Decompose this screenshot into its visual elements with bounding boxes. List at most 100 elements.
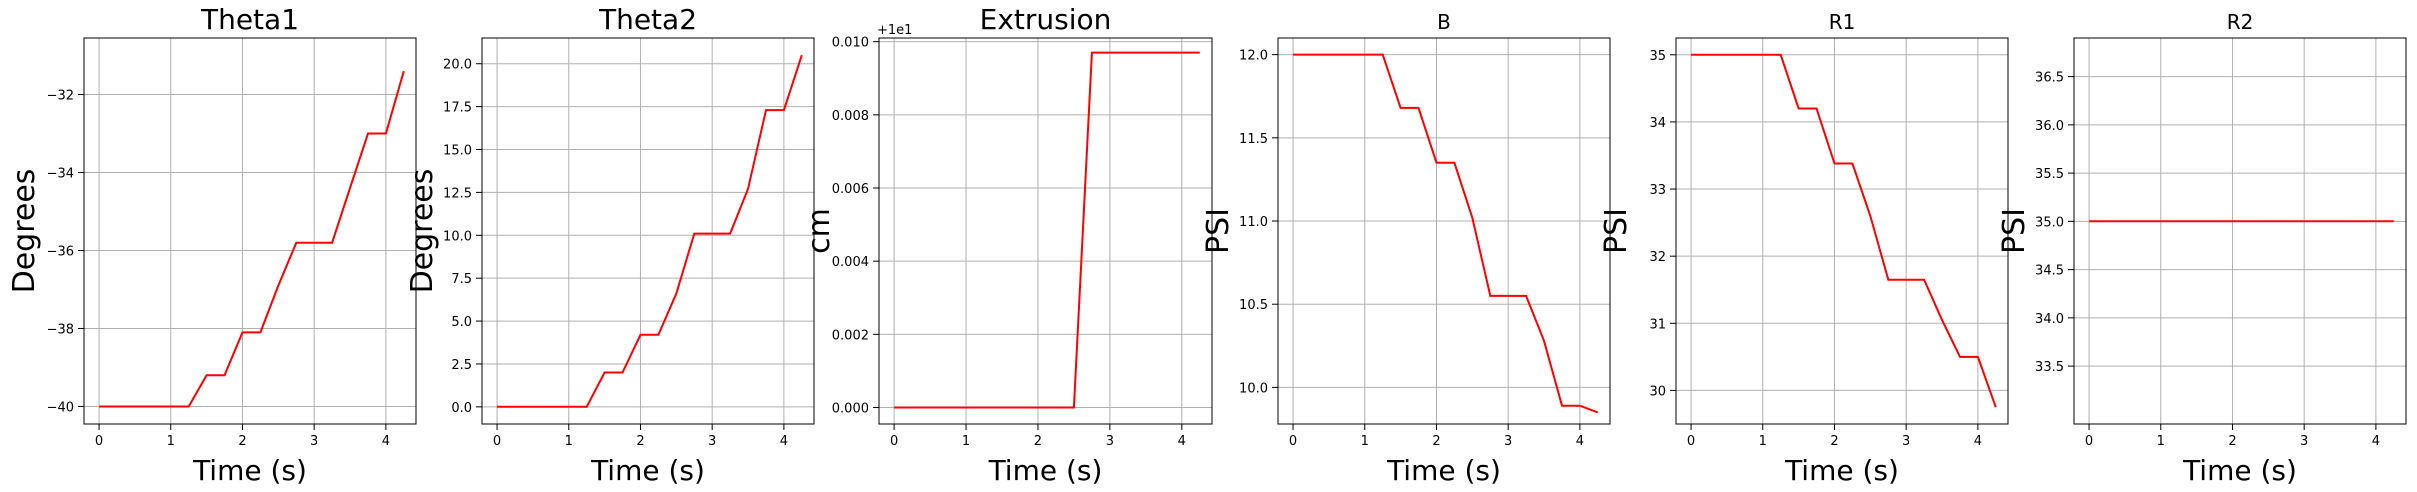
y-tick-label: −38 — [47, 322, 74, 337]
x-tick-label: 0 — [1289, 434, 1297, 449]
x-tick-label: 1 — [565, 434, 573, 449]
x-axis-label: Time (s) — [1386, 454, 1501, 487]
chart-title: R2 — [2227, 10, 2254, 34]
y-tick-label: 12.0 — [1239, 49, 1268, 64]
y-tick-label: 31 — [1649, 317, 1666, 332]
y-axis-label: cm — [802, 208, 837, 254]
x-tick-label: 3 — [1504, 434, 1512, 449]
x-axis-label: Time (s) — [1784, 454, 1899, 487]
y-tick-label: 10.0 — [443, 229, 472, 244]
chart-2: 0 1 2 3 4 0.0 2.5 5.0 7.5 10.0 12.5 15.0 17.5 20.0 The… — [405, 3, 815, 487]
x-tick-label: 1 — [1759, 434, 1767, 449]
y-tick-label: −34 — [47, 167, 74, 182]
y-axis-label: PSI — [1201, 208, 1236, 254]
y-tick-label: 10.5 — [1239, 298, 1268, 313]
chart-title: R1 — [1829, 10, 1856, 34]
y-tick-label: 32 — [1649, 250, 1666, 265]
y-tick-label: 2.5 — [451, 358, 472, 373]
y-tick-label: 34.0 — [2035, 312, 2064, 327]
chart-title: Theta2 — [598, 3, 697, 36]
x-axis-label: Time (s) — [2182, 454, 2297, 487]
x-tick-label: 2 — [238, 434, 246, 449]
x-tick-label: 2 — [1034, 434, 1042, 449]
axes-frame — [878, 37, 1213, 425]
x-tick-label: 3 — [2300, 434, 2308, 449]
axes-frame — [1277, 37, 1611, 425]
series-line — [1293, 53, 1599, 414]
y-tick-label: −32 — [47, 89, 74, 104]
x-tick-label: 1 — [167, 434, 175, 449]
y-tick-label: 34.5 — [2035, 264, 2064, 279]
y-tick-label: 10.0 — [1239, 381, 1268, 396]
y-tick-label: 0.010 — [832, 36, 869, 51]
x-tick-label: 0 — [890, 434, 898, 449]
axes-frame — [83, 37, 417, 425]
chart-title: B — [1437, 10, 1451, 34]
x-tick-label: 3 — [310, 434, 318, 449]
y-tick-label: 36.0 — [2035, 119, 2064, 134]
x-tick-label: 3 — [1902, 434, 1910, 449]
x-tick-label: 2 — [636, 434, 644, 449]
y-tick-label: 36.5 — [2035, 71, 2064, 86]
y-tick-label: 11.0 — [1239, 215, 1268, 230]
x-axis-label: Time (s) — [590, 454, 705, 487]
x-tick-label: 3 — [1106, 434, 1114, 449]
chart-1: 0 1 2 3 4 −40 −38 −36 −34 −32 Theta1 Time (s) Degree… — [7, 3, 417, 487]
x-tick-label: 0 — [1687, 434, 1695, 449]
y-tick-label: 30 — [1649, 384, 1666, 399]
x-tick-label: 1 — [962, 434, 970, 449]
x-tick-label: 1 — [1361, 434, 1369, 449]
y-tick-label: 34 — [1649, 116, 1666, 131]
y-axis-label: PSI — [1599, 208, 1634, 254]
y-tick-label: 20.0 — [443, 58, 472, 73]
series-line — [894, 51, 1200, 409]
chart-3: 0 1 2 3 4 0.000 0.002 0.004 0.006 0.008 0.010 Extru… — [802, 3, 1213, 487]
x-tick-label: 4 — [1178, 434, 1186, 449]
x-tick-label: 0 — [493, 434, 501, 449]
series-line — [497, 54, 803, 408]
x-tick-label: 0 — [95, 434, 103, 449]
y-axis-label: PSI — [1997, 208, 2032, 254]
axes-frame — [481, 37, 815, 425]
y-tick-label: 15.0 — [443, 144, 472, 159]
y-tick-label: −40 — [47, 400, 74, 415]
chart-title: Extrusion — [980, 3, 1112, 36]
series-line — [99, 70, 405, 408]
y-axis-label: Degrees — [7, 169, 42, 294]
chart-6: 0 1 2 3 4 33.5 34.0 34.5 35.0 35.5 36.0 36.5 R2 Time … — [1997, 10, 2407, 487]
chart-4: 0 1 2 3 4 10.0 10.5 11.0 11.5 12.0 B Time (s) PSI — [1201, 10, 1611, 487]
y-tick-label: 0.006 — [832, 182, 869, 197]
axis-offset-label: +1e1 — [877, 23, 912, 38]
y-tick-label: 7.5 — [451, 272, 472, 287]
y-tick-label: 35 — [1649, 49, 1666, 64]
y-tick-label: 0.002 — [832, 328, 869, 343]
x-tick-label: 2 — [2228, 434, 2236, 449]
x-tick-label: 2 — [1830, 434, 1838, 449]
y-tick-label: 0.008 — [832, 109, 869, 124]
x-tick-label: 2 — [1432, 434, 1440, 449]
y-tick-label: 11.5 — [1239, 132, 1268, 147]
x-tick-label: 4 — [1576, 434, 1584, 449]
y-tick-label: 12.5 — [443, 186, 472, 201]
x-tick-label: 4 — [1974, 434, 1982, 449]
y-tick-label: 17.5 — [443, 101, 472, 116]
chart-title: Theta1 — [200, 3, 299, 36]
x-axis-label: Time (s) — [192, 454, 307, 487]
y-tick-label: 35.0 — [2035, 215, 2064, 230]
y-tick-label: 33 — [1649, 183, 1666, 198]
y-tick-label: 33.5 — [2035, 360, 2064, 375]
y-tick-label: 0.000 — [832, 402, 869, 417]
y-tick-label: 0.0 — [451, 401, 472, 416]
x-tick-label: 4 — [382, 434, 390, 449]
series-line — [1691, 53, 1997, 408]
x-tick-label: 3 — [708, 434, 716, 449]
x-axis-label: Time (s) — [988, 454, 1103, 487]
y-axis-label: Degrees — [405, 169, 440, 294]
x-tick-label: 4 — [2372, 434, 2380, 449]
x-tick-label: 4 — [780, 434, 788, 449]
x-tick-label: 1 — [2157, 434, 2165, 449]
y-tick-label: −36 — [47, 244, 74, 259]
axes-frame — [2073, 37, 2407, 425]
